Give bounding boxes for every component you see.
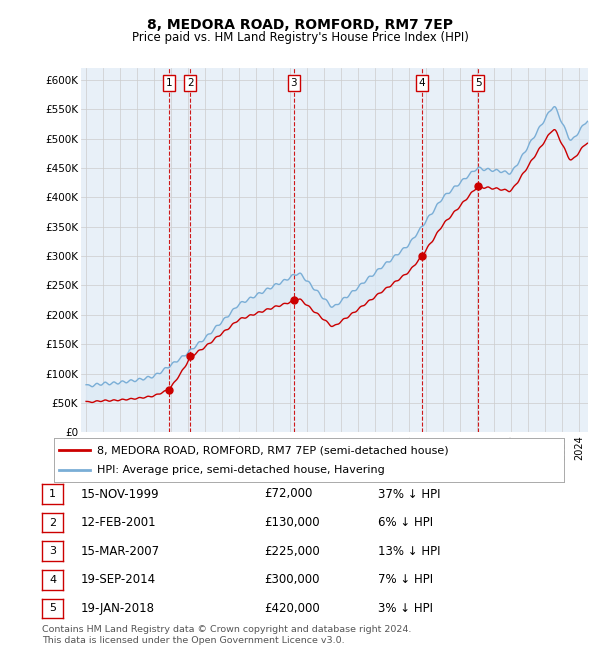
Text: 19-SEP-2014: 19-SEP-2014 — [81, 573, 156, 586]
Text: 15-NOV-1999: 15-NOV-1999 — [81, 488, 160, 500]
Text: £72,000: £72,000 — [264, 488, 313, 500]
Text: 5: 5 — [49, 603, 56, 614]
Text: 3: 3 — [49, 546, 56, 556]
Text: £420,000: £420,000 — [264, 602, 320, 615]
Text: Contains HM Land Registry data © Crown copyright and database right 2024.
This d: Contains HM Land Registry data © Crown c… — [42, 625, 412, 645]
Text: 19-JAN-2018: 19-JAN-2018 — [81, 602, 155, 615]
Text: 3: 3 — [290, 78, 297, 88]
Text: 4: 4 — [49, 575, 56, 585]
Text: 37% ↓ HPI: 37% ↓ HPI — [378, 488, 440, 500]
Text: 7% ↓ HPI: 7% ↓ HPI — [378, 573, 433, 586]
Text: 3% ↓ HPI: 3% ↓ HPI — [378, 602, 433, 615]
Text: 4: 4 — [418, 78, 425, 88]
Text: 1: 1 — [49, 489, 56, 499]
Text: £300,000: £300,000 — [264, 573, 320, 586]
Text: 8, MEDORA ROAD, ROMFORD, RM7 7EP (semi-detached house): 8, MEDORA ROAD, ROMFORD, RM7 7EP (semi-d… — [97, 445, 449, 455]
Text: 8, MEDORA ROAD, ROMFORD, RM7 7EP: 8, MEDORA ROAD, ROMFORD, RM7 7EP — [147, 18, 453, 32]
Text: Price paid vs. HM Land Registry's House Price Index (HPI): Price paid vs. HM Land Registry's House … — [131, 31, 469, 44]
Text: 2: 2 — [187, 78, 194, 88]
Text: 5: 5 — [475, 78, 482, 88]
Text: 6% ↓ HPI: 6% ↓ HPI — [378, 516, 433, 529]
Text: 2: 2 — [49, 517, 56, 528]
Text: £225,000: £225,000 — [264, 545, 320, 558]
Text: HPI: Average price, semi-detached house, Havering: HPI: Average price, semi-detached house,… — [97, 465, 385, 475]
Text: 15-MAR-2007: 15-MAR-2007 — [81, 545, 160, 558]
Text: 12-FEB-2001: 12-FEB-2001 — [81, 516, 157, 529]
Text: 13% ↓ HPI: 13% ↓ HPI — [378, 545, 440, 558]
Text: £130,000: £130,000 — [264, 516, 320, 529]
Text: 1: 1 — [166, 78, 172, 88]
